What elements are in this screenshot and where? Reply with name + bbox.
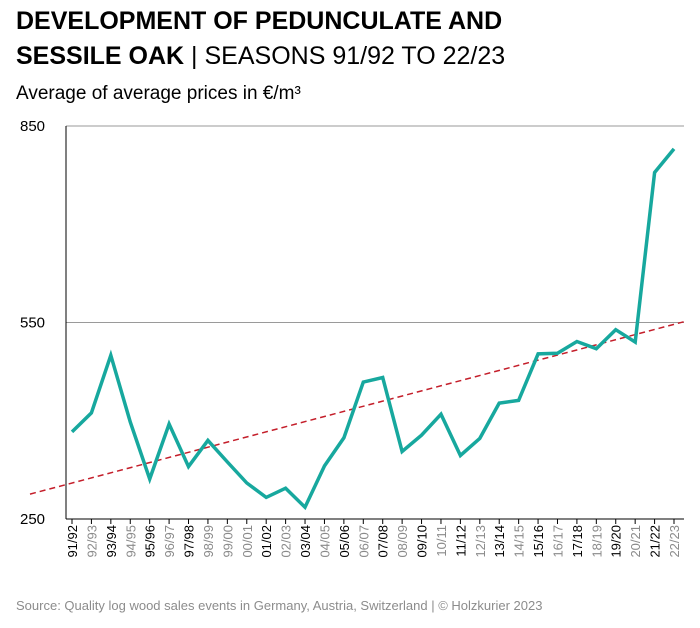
x-tick-label-08-09: 08/09 [395,525,410,558]
y-tick-label-550: 550 [20,315,45,332]
x-tick-label-07-08: 07/08 [376,525,391,558]
x-tick-label-94-95: 94/95 [123,525,138,558]
x-tick-label-13-14: 13/14 [492,525,507,558]
x-tick-label-10-11: 10/11 [434,525,449,557]
x-tick-label-91-92: 91/92 [65,525,80,558]
x-tick-label-95-96: 95/96 [143,525,158,558]
trend-line [29,320,687,495]
x-tick-label-12-13: 12/13 [473,525,488,558]
x-tick-label-04-05: 04/05 [317,525,332,558]
y-tick-label-250: 250 [20,511,45,528]
x-tick-label-93-94: 93/94 [104,525,119,558]
x-tick-label-11-12: 11/12 [453,525,468,557]
x-tick-label-21-22: 21/22 [648,525,663,558]
title-line1: DEVELOPMENT OF PEDUNCULATE AND [16,7,503,35]
x-tick-label-01-02: 01/02 [259,525,274,558]
x-tick-label-09-10: 09/10 [415,525,430,558]
source-note: Source: Quality log wood sales events in… [16,598,543,613]
x-tick-label-18-19: 18/19 [589,525,604,558]
x-tick-label-16-17: 16/17 [550,525,565,558]
price-series-line [70,147,676,511]
x-tick-label-92-93: 92/93 [84,525,99,558]
chart-subtitle: Average of average prices in €/m³ [16,83,301,104]
x-tick-label-06-07: 06/07 [356,525,371,558]
title-seasons: SEASONS 91/92 TO 22/23 [204,42,506,70]
x-tick-label-98-99: 98/99 [201,525,216,558]
title-line2: SESSILE OAK [16,42,185,70]
x-tick-label-15-16: 15/16 [531,525,546,558]
x-tick-label-05-06: 05/06 [337,525,352,558]
x-tick-label-99-00: 99/00 [220,525,235,558]
x-tick-label-22-23: 22/23 [667,525,682,558]
x-tick-label-03-04: 03/04 [298,525,313,558]
x-tick-label-14-15: 14/15 [512,525,527,558]
y-tick-label-850: 850 [20,118,45,135]
title-separator: | [191,42,198,70]
x-tick-label-00-01: 00/01 [240,525,255,558]
x-tick-label-20-21: 20/21 [628,525,643,558]
x-tick-label-96-97: 96/97 [162,525,177,558]
x-tick-label-19-20: 19/20 [609,525,624,558]
x-tick-label-17-18: 17/18 [570,525,585,558]
x-tick-label-02-03: 02/03 [279,525,294,558]
x-tick-label-97-98: 97/98 [182,525,197,558]
chart-title: DEVELOPMENT OF PEDUNCULATE AND SESSILE O… [16,4,686,74]
